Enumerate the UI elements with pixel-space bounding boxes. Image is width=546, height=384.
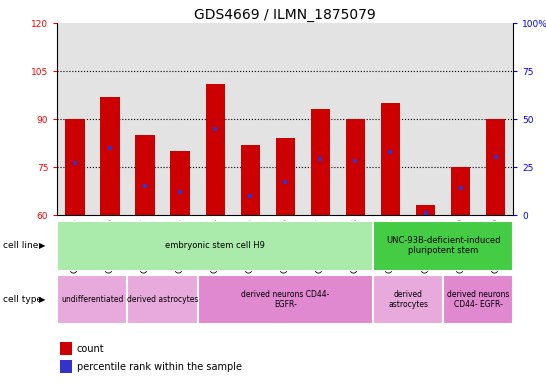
Bar xyxy=(163,23,198,215)
Text: derived neurons
CD44- EGFR-: derived neurons CD44- EGFR- xyxy=(447,290,509,309)
Text: derived astrocytes: derived astrocytes xyxy=(127,295,198,304)
Bar xyxy=(100,97,120,215)
Text: count: count xyxy=(77,344,105,354)
Bar xyxy=(311,109,330,215)
Bar xyxy=(170,151,189,215)
Bar xyxy=(268,23,303,215)
Bar xyxy=(276,138,295,215)
Bar xyxy=(57,23,92,215)
Bar xyxy=(373,221,513,271)
Bar xyxy=(486,119,506,215)
Text: derived
astrocytes: derived astrocytes xyxy=(388,290,428,309)
Bar xyxy=(198,23,233,215)
Bar xyxy=(373,23,408,215)
Bar xyxy=(60,342,72,355)
Text: ▶: ▶ xyxy=(39,295,46,304)
Bar xyxy=(408,23,443,215)
Bar xyxy=(198,275,373,324)
Bar xyxy=(57,275,127,324)
Bar xyxy=(346,119,365,215)
Bar xyxy=(60,360,72,373)
Bar xyxy=(443,23,478,215)
Bar xyxy=(127,23,163,215)
Bar xyxy=(451,167,470,215)
Bar xyxy=(205,84,225,215)
Bar xyxy=(373,275,443,324)
Bar xyxy=(416,205,435,215)
Text: ▶: ▶ xyxy=(39,241,46,250)
Bar xyxy=(241,145,260,215)
Text: embryonic stem cell H9: embryonic stem cell H9 xyxy=(165,241,265,250)
Text: undifferentiated: undifferentiated xyxy=(61,295,123,304)
Text: derived neurons CD44-
EGFR-: derived neurons CD44- EGFR- xyxy=(241,290,329,309)
Bar xyxy=(478,23,513,215)
Bar xyxy=(338,23,373,215)
Text: UNC-93B-deficient-induced
pluripotent stem: UNC-93B-deficient-induced pluripotent st… xyxy=(386,236,500,255)
Bar xyxy=(443,275,513,324)
Bar xyxy=(127,275,198,324)
Bar xyxy=(65,119,85,215)
Bar xyxy=(57,221,373,271)
Text: percentile rank within the sample: percentile rank within the sample xyxy=(77,362,242,372)
Bar xyxy=(92,23,127,215)
Bar xyxy=(381,103,400,215)
Bar xyxy=(233,23,268,215)
Title: GDS4669 / ILMN_1875079: GDS4669 / ILMN_1875079 xyxy=(194,8,376,22)
Text: cell line: cell line xyxy=(3,241,38,250)
Bar xyxy=(303,23,338,215)
Bar xyxy=(135,135,155,215)
Text: cell type: cell type xyxy=(3,295,42,304)
